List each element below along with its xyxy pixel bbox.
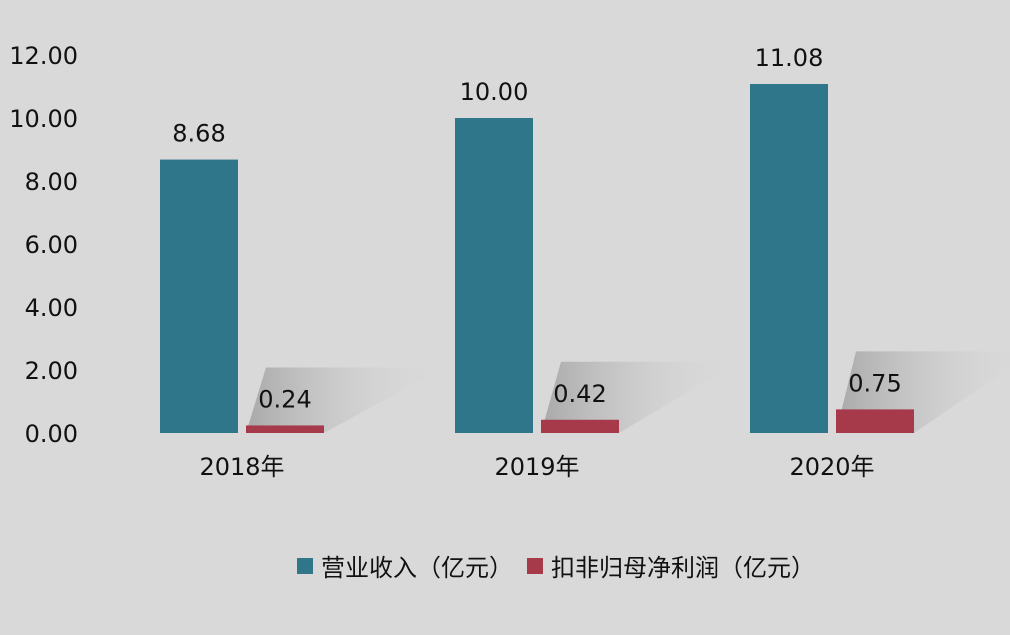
bar-net-profit	[246, 425, 324, 433]
y-axis: 0.00 2.00 4.00 6.00 8.00 10.00 12.00	[9, 42, 78, 448]
legend-swatch	[527, 558, 543, 574]
y-tick-label: 6.00	[25, 231, 78, 259]
data-label: 11.08	[755, 44, 824, 72]
legend-swatch	[297, 558, 313, 574]
data-labels: 8.68 10.00 11.08 0.24 0.42 0.75	[172, 44, 901, 413]
y-tick-label: 12.00	[9, 42, 78, 70]
y-tick-label: 10.00	[9, 105, 78, 133]
bars	[160, 83, 914, 433]
y-tick-label: 0.00	[25, 420, 78, 448]
x-tick-label: 2020年	[789, 453, 874, 481]
x-tick-label: 2018年	[199, 453, 284, 481]
legend: 营业收入（亿元） 扣非归母净利润（亿元）	[297, 554, 815, 582]
data-label: 10.00	[460, 78, 529, 106]
y-tick-label: 4.00	[25, 294, 78, 322]
y-tick-label: 8.00	[25, 168, 78, 196]
data-label: 8.68	[172, 120, 225, 148]
legend-label: 营业收入（亿元）	[321, 554, 513, 582]
bar-shadow	[541, 361, 739, 433]
data-label: 0.24	[258, 385, 311, 413]
bar-net-profit	[541, 419, 619, 433]
data-label: 0.75	[848, 369, 901, 397]
bar-revenue	[455, 118, 533, 433]
bar-revenue	[160, 159, 238, 433]
x-tick-label: 2019年	[494, 453, 579, 481]
x-axis: 2018年 2019年 2020年	[199, 453, 874, 481]
bar-shadow	[246, 367, 444, 433]
data-label: 0.42	[553, 380, 606, 408]
legend-label: 扣非归母净利润（亿元）	[551, 554, 815, 582]
bar-net-profit	[836, 409, 914, 433]
y-tick-label: 2.00	[25, 357, 78, 385]
bar-revenue	[750, 83, 828, 433]
